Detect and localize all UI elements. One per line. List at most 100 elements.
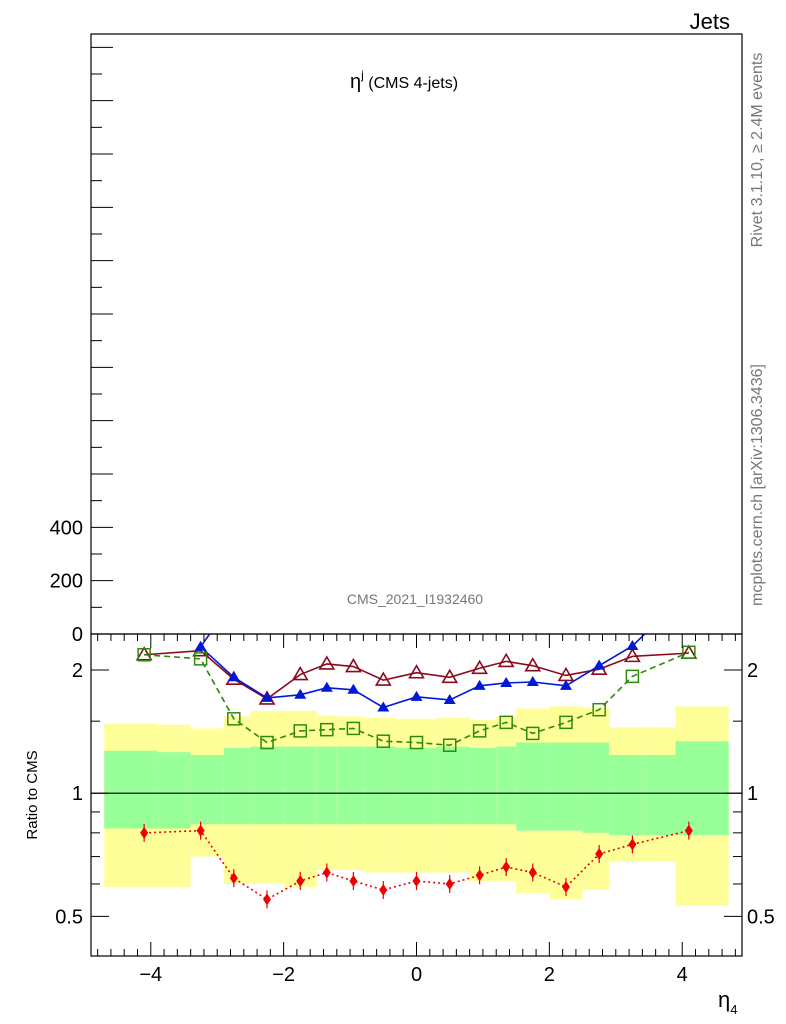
- diamond-filled-marker: [229, 872, 238, 885]
- x-tick-label: 4: [677, 964, 688, 986]
- diamond-filled-marker: [140, 826, 149, 839]
- analysis-label: CMS_2021_I1932460: [347, 591, 483, 607]
- corner-label: Jets: [690, 9, 730, 34]
- title-superscript: j: [360, 68, 364, 82]
- green-band: [316, 746, 337, 825]
- ratio-series-group: [135, 634, 698, 909]
- green-band: [104, 750, 158, 829]
- triangle-filled-marker: [500, 676, 513, 687]
- green-band: [516, 742, 550, 831]
- series-line: [144, 829, 690, 901]
- diamond-filled-marker: [349, 875, 358, 888]
- generator-label: Rivet 3.1.10, ≥ 2.4M events: [749, 53, 766, 248]
- green-band: [157, 752, 191, 829]
- green-band: [496, 746, 517, 825]
- triangle-filled-marker: [443, 693, 456, 704]
- x-tick-label: −4: [139, 964, 162, 986]
- triangle-filled-marker: [473, 679, 486, 690]
- square-open-marker: [499, 715, 513, 730]
- main-panel-frame: [90, 33, 743, 635]
- square-open-marker: [293, 724, 307, 738]
- green-band: [469, 747, 497, 825]
- square-open-marker: [137, 647, 151, 662]
- square-open-marker: [227, 712, 241, 726]
- square-open-marker: [346, 721, 361, 736]
- triangle-filled-marker: [320, 681, 333, 692]
- main-y-tick-label: 200: [50, 571, 83, 593]
- green-band: [190, 754, 224, 825]
- green-band: [396, 747, 437, 825]
- main-panel-title: ηj (CMS 4-jets): [350, 68, 458, 93]
- green-band: [609, 754, 643, 836]
- triangle-open-marker: [524, 657, 542, 672]
- diamond-filled-marker: [528, 866, 537, 879]
- x-axis-symbol: η: [718, 987, 730, 1012]
- green-band: [250, 746, 284, 825]
- x-axis-subscript: 4: [730, 1002, 737, 1017]
- green-band: [336, 746, 364, 825]
- green-band: [582, 742, 610, 833]
- triangle-filled-marker: [593, 659, 606, 670]
- triangle-filled-marker: [559, 679, 572, 690]
- triangle-open-marker: [441, 668, 459, 684]
- diamond-filled-marker: [684, 824, 693, 837]
- triangle-open-marker: [408, 664, 425, 679]
- ratio-y-tick-label-right: 2: [747, 660, 758, 682]
- diamond-filled-marker: [412, 875, 421, 888]
- square-open-marker: [559, 715, 573, 730]
- title-symbol: η: [350, 71, 361, 93]
- diamond-filled-marker: [296, 875, 305, 888]
- triangle-filled-marker: [261, 691, 274, 702]
- x-tick-label: −2: [272, 964, 295, 986]
- diamond-filled-marker: [595, 848, 604, 861]
- square-open-marker: [442, 738, 457, 752]
- diamond-filled-marker: [322, 866, 331, 879]
- x-tick-label: 0: [411, 964, 422, 986]
- ratio-y-tick-label-right: 1: [747, 783, 758, 805]
- triangle-filled-marker: [227, 671, 240, 682]
- square-open-marker: [193, 652, 208, 666]
- ratio-y-axis-label: Ratio to CMS: [24, 750, 41, 839]
- ratio-y-tick-label: 2: [72, 660, 83, 682]
- triangle-open-marker: [291, 665, 309, 681]
- ratio-y-tick-label-right: 0.5: [747, 906, 775, 928]
- green-band: [363, 746, 397, 825]
- green-band: [283, 746, 317, 825]
- triangle-open-marker: [318, 655, 336, 670]
- triangle-open-marker: [345, 657, 362, 673]
- diamond-filled-marker: [196, 824, 205, 837]
- square-open-marker: [320, 722, 334, 737]
- triangle-open-marker: [680, 644, 698, 659]
- triangle-filled-marker: [526, 675, 539, 686]
- x-axis-label: η4: [718, 987, 737, 1017]
- triangle-open-marker: [135, 646, 153, 661]
- x-tick-label: 2: [544, 964, 555, 986]
- diamond-filled-marker: [628, 838, 637, 851]
- green-band: [436, 746, 470, 825]
- square-open-marker: [625, 669, 640, 684]
- triangle-filled-marker: [294, 688, 307, 699]
- square-open-marker: [682, 645, 696, 660]
- triangle-filled-marker: [410, 690, 423, 701]
- diamond-filled-marker: [263, 893, 272, 906]
- square-open-marker: [376, 734, 391, 748]
- triangle-filled-marker: [377, 701, 390, 712]
- diamond-filled-marker: [445, 877, 454, 890]
- square-open-marker: [592, 702, 606, 717]
- series-line: [144, 649, 689, 700]
- axis-ticks: 0 200 400 −4 −2 0 2 4 0.5 0.5 1 1 2 2: [50, 46, 775, 986]
- title-qualifier: (CMS 4-jets): [364, 75, 458, 92]
- diamond-filled-marker: [502, 861, 511, 874]
- diamond-filled-marker: [475, 869, 484, 882]
- ratio-y-tick-label: 1: [72, 783, 83, 805]
- series-line: [144, 651, 690, 747]
- triangle-open-marker: [624, 647, 641, 663]
- triangle-filled-marker: [626, 639, 639, 650]
- triangle-open-marker: [471, 659, 488, 675]
- triangle-open-marker: [374, 671, 392, 686]
- green-band: [223, 747, 251, 825]
- triangle-filled-marker: [194, 640, 207, 651]
- square-open-marker: [260, 735, 274, 750]
- diamond-filled-marker: [561, 880, 570, 893]
